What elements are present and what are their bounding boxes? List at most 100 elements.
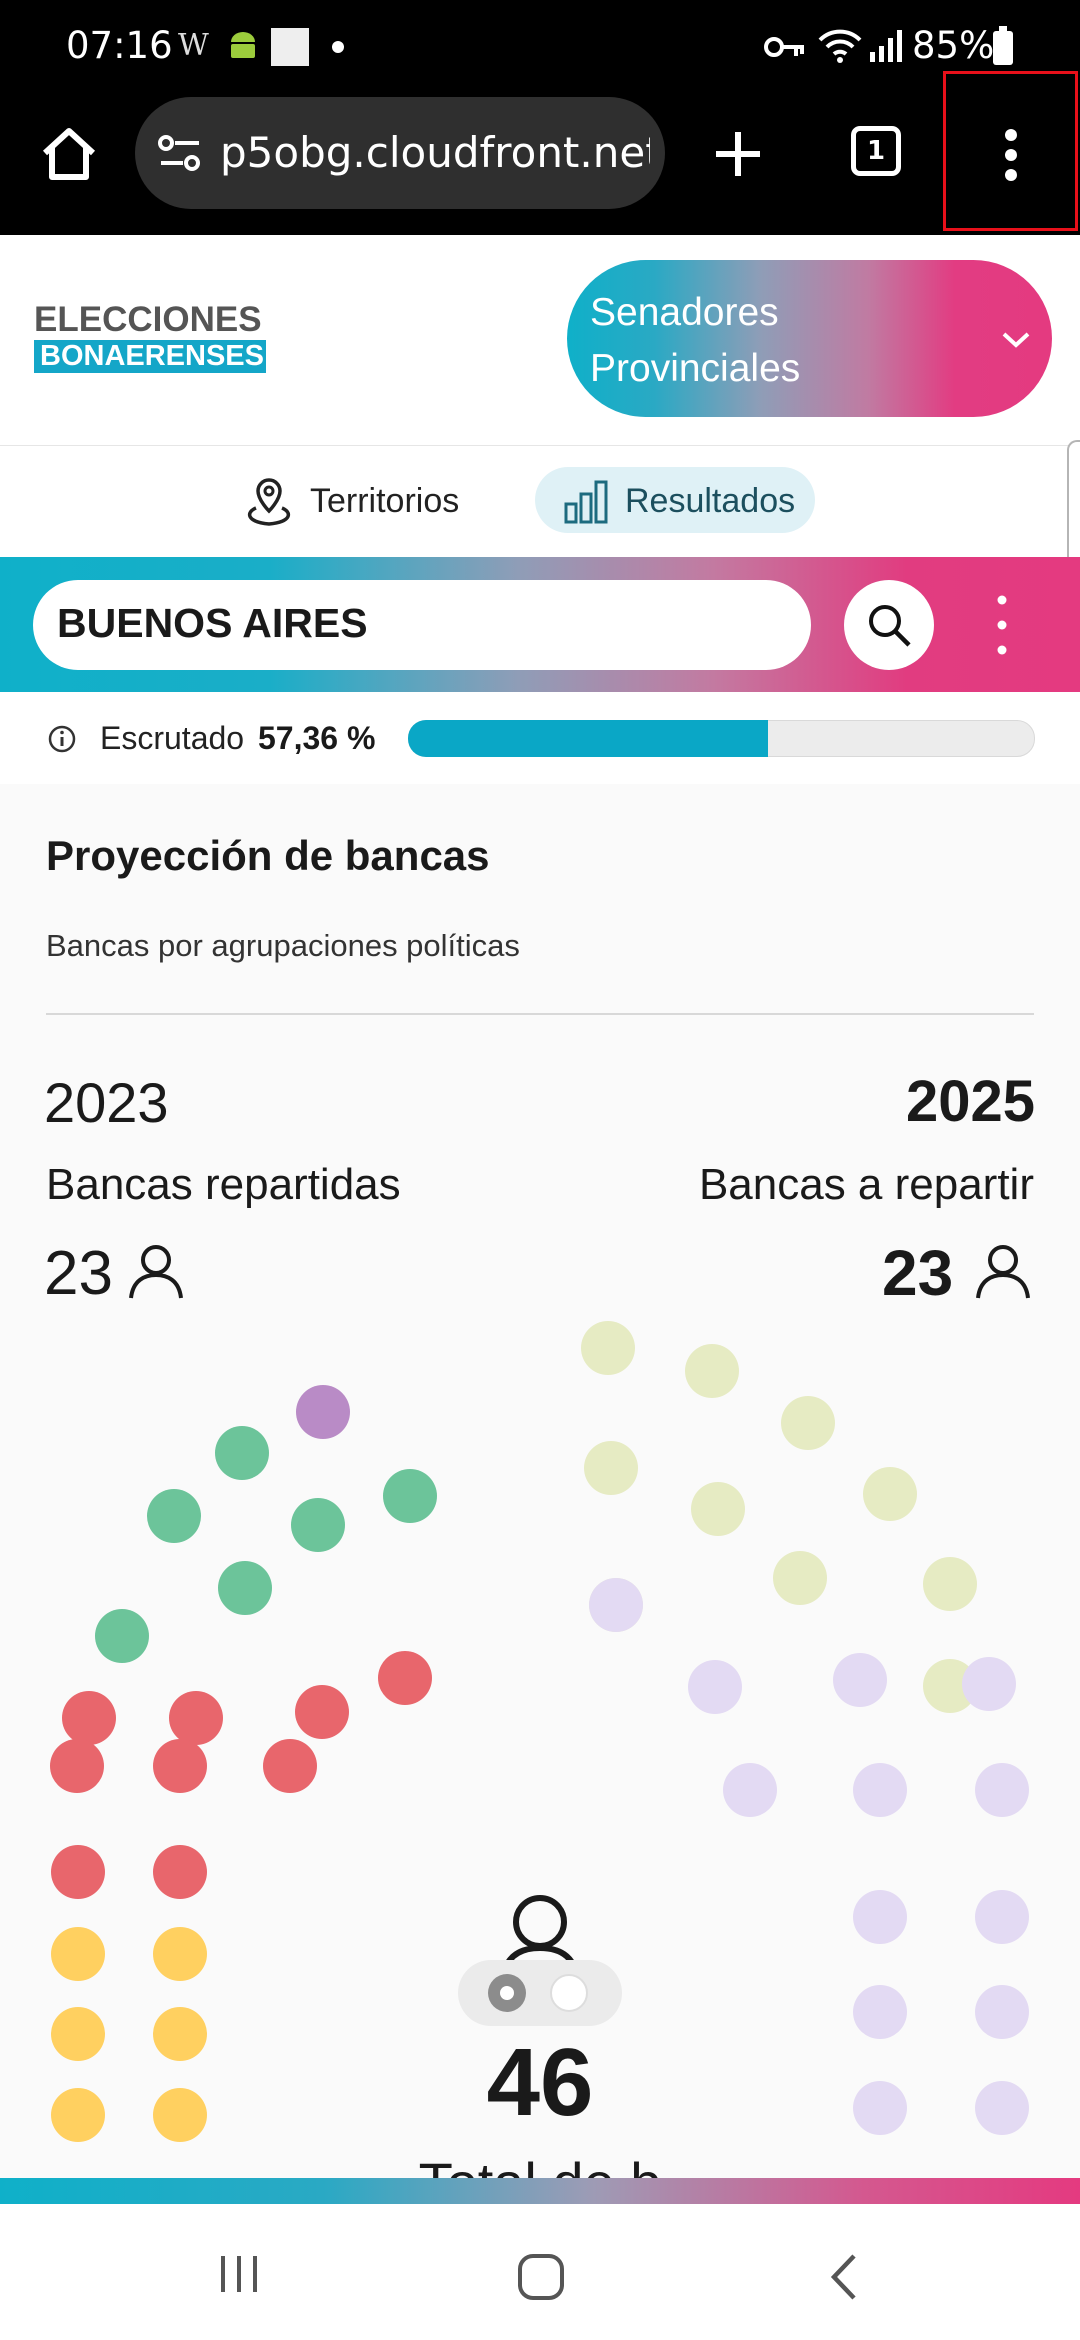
map-pin-icon: [247, 478, 291, 526]
system-nav-bar: [0, 2204, 1080, 2340]
left-year: 2023: [44, 1071, 169, 1134]
seat-2025-g5-8: [975, 1890, 1029, 1944]
browser-menu-icon[interactable]: [997, 125, 1025, 185]
total-seats: 46: [486, 2029, 594, 2136]
tab-switcher-button[interactable]: 1: [851, 126, 901, 176]
more-options-icon[interactable]: [990, 590, 1014, 660]
seat-2025-g4-5: [584, 1441, 638, 1495]
escrutado-progress-fill: [408, 720, 768, 757]
seat-projection-chart: [50, 1321, 1029, 2142]
seat-2025-g5-9: [853, 1985, 907, 2039]
url-bar[interactable]: [135, 97, 665, 209]
divider: [46, 1013, 1034, 1015]
search-icon: [869, 605, 911, 647]
seat-2025-g5-1: [688, 1660, 742, 1714]
right-year: 2025: [905, 1069, 1035, 1134]
toggle-dot-2023[interactable]: [488, 1974, 526, 2012]
year-toggle[interactable]: [458, 1960, 622, 2026]
android-icon: [231, 32, 255, 58]
seat-2023-g1-5: [95, 1609, 149, 1663]
right-count: 23: [882, 1237, 954, 1309]
seat-2023-g1-0: [215, 1426, 269, 1480]
left-label: Bancas repartidas: [46, 1160, 401, 1209]
seat-2025-g5-7: [853, 1890, 907, 1944]
seat-2023-g3-1: [153, 1927, 207, 1981]
w-icon: W: [178, 28, 209, 63]
dot-icon: [332, 41, 344, 53]
back-icon[interactable]: [826, 2252, 862, 2302]
seat-2023-g3-0: [51, 1927, 105, 1981]
section-subtitle: Bancas por agrupaciones políticas: [46, 928, 520, 963]
total-caption: Total de b: [300, 2150, 780, 2178]
seat-2025-g5-10: [975, 1985, 1029, 2039]
election-type-dropdown[interactable]: [567, 260, 1052, 417]
search-button[interactable]: [844, 580, 934, 670]
seat-2023-g2-8: [153, 1845, 207, 1899]
toggle-dot-center: [500, 1986, 514, 2000]
info-icon[interactable]: [47, 724, 77, 754]
seat-2025-g4-6: [691, 1482, 745, 1536]
seat-2025-g5-0: [589, 1578, 643, 1632]
logo-subtitle: BONAERENSES: [34, 340, 266, 373]
tab-territorios-label: Territorios: [310, 482, 460, 520]
site-settings-icon[interactable]: [157, 132, 203, 174]
new-tab-icon[interactable]: [710, 126, 766, 182]
seat-2023-g1-4: [218, 1561, 272, 1615]
signal-icon: [870, 30, 902, 62]
battery-percent: 85%: [912, 24, 995, 67]
seat-2023-g1-2: [383, 1469, 437, 1523]
seat-2023-g3-3: [153, 2007, 207, 2061]
seat-2023-g1-1: [147, 1489, 201, 1543]
seat-2025-g4-9: [923, 1659, 977, 1713]
section-title: Proyección de bancas: [46, 832, 490, 879]
battery-icon: [993, 26, 1013, 65]
tab-territorios[interactable]: Territorios: [242, 474, 482, 530]
seat-2023-g2-1: [62, 1691, 116, 1745]
seat-2025-g4-2: [781, 1396, 835, 1450]
home-icon[interactable]: [40, 125, 98, 183]
escrutado-value: 57,36 %: [258, 720, 376, 756]
left-count: 23: [44, 1239, 113, 1308]
seat-2025-g4-0: [581, 1321, 635, 1375]
status-time: 07:16: [66, 24, 173, 67]
seat-2023-g2-3: [295, 1685, 349, 1739]
seat-2025-g5-3: [962, 1657, 1016, 1711]
seat-2023-g0-0: [296, 1385, 350, 1439]
seat-2025-g4-1: [685, 1344, 739, 1398]
bottom-gradient-band: [0, 2178, 1080, 2204]
toggle-dot-2025[interactable]: [550, 1974, 588, 2012]
highlight-box: [943, 71, 1078, 231]
escrutado-label: Escrutado: [100, 720, 245, 756]
square-notification-icon: [271, 28, 309, 66]
vpn-key-icon: [764, 37, 804, 57]
seat-2023-g2-6: [263, 1739, 317, 1793]
total-caption-clip: Total de b: [300, 2150, 780, 2178]
tab-resultados-label: Resultados: [625, 482, 796, 520]
seat-2025-g5-5: [853, 1763, 907, 1817]
seat-2025-g5-12: [975, 2081, 1029, 2135]
bar-chart-icon: [564, 480, 608, 524]
seat-2023-g3-4: [51, 2088, 105, 2142]
home-nav-icon[interactable]: [516, 2252, 566, 2302]
seat-2023-g2-5: [153, 1739, 207, 1793]
location-search-value: BUENOS AIRES: [57, 600, 368, 646]
seat-2025-g5-2: [833, 1653, 887, 1707]
election-type-line2: Provinciales: [590, 347, 801, 390]
seat-2023-g2-2: [169, 1691, 223, 1745]
seat-2025-g4-7: [773, 1551, 827, 1605]
election-type-line1: Senadores: [590, 291, 779, 334]
recent-apps-icon[interactable]: [215, 2252, 263, 2296]
seat-2025-g4-4: [923, 1557, 977, 1611]
election-type-label: Senadores Provinciales: [590, 285, 930, 397]
tab-count: 1: [866, 136, 886, 166]
seat-2023-g2-0: [378, 1651, 432, 1705]
location-search-input[interactable]: [33, 580, 811, 670]
seat-2023-g1-3: [291, 1498, 345, 1552]
seat-2025-g5-6: [975, 1763, 1029, 1817]
status-bar: 07:16 W 85%: [0, 0, 1080, 100]
seat-2025-g4-3: [863, 1467, 917, 1521]
seat-2023-g3-2: [51, 2007, 105, 2061]
url-text[interactable]: p5obg.cloudfront.net: [220, 128, 650, 177]
person-icon: [129, 1245, 183, 1299]
chevron-down-icon[interactable]: [1000, 330, 1032, 350]
